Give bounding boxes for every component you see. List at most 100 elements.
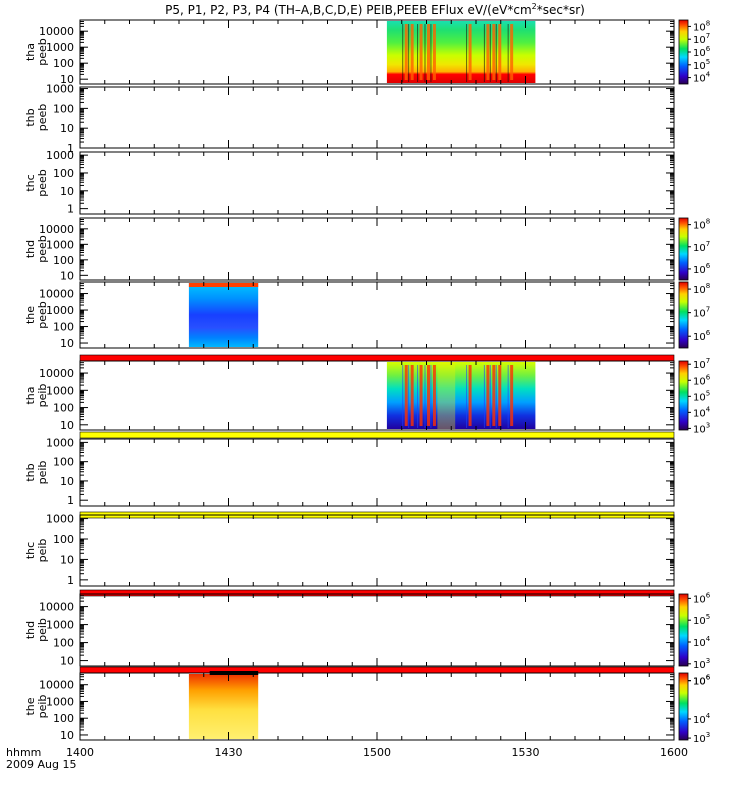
panel-frame-thb-peeb bbox=[79, 86, 675, 149]
colorbar-label-the-peib-2: 104 bbox=[693, 712, 711, 726]
spike-tha-peib-4 bbox=[432, 365, 436, 426]
ytick-label-the-peib-1: 1000 bbox=[46, 695, 74, 708]
ytick-label-thb-peib-2: 10 bbox=[60, 475, 74, 488]
ylabel-line-thc-peeb-1: peeb bbox=[36, 169, 49, 197]
colorbar-label-the-peib-1: 106 bbox=[693, 674, 711, 688]
colorbar-exponent: 6 bbox=[706, 262, 711, 270]
spike-tha-peeb-9 bbox=[510, 24, 514, 80]
data-block-the-peeb bbox=[188, 283, 259, 347]
ylabel-line-thb-peeb-0: thb bbox=[24, 108, 37, 126]
colorbar-mantissa: 10 bbox=[693, 715, 706, 726]
colorbar-label-the-peeb-2: 106 bbox=[693, 329, 711, 343]
colorbar-label-tha-peib-1: 106 bbox=[693, 373, 711, 387]
ylabel-line-thb-peib-0: thb bbox=[24, 463, 37, 481]
colorbar-exponent: 8 bbox=[706, 218, 710, 226]
colorbar-exponent: 6 bbox=[706, 591, 711, 599]
colorbar-label-thd-peib-0: 106 bbox=[693, 591, 711, 605]
panel-thb-peib: 1000 100 10 1 thbpeib bbox=[24, 436, 675, 519]
ylabel-tha-peeb: thapeeb bbox=[24, 38, 49, 66]
colorbar-mantissa: 10 bbox=[693, 677, 706, 688]
ylabel-line-thd-peib-1: peib bbox=[36, 618, 49, 642]
ytick-label-thc-peib-2: 10 bbox=[60, 553, 74, 566]
ytick-label-the-peeb-3: 10 bbox=[60, 337, 74, 350]
colorbar-mantissa: 10 bbox=[693, 74, 706, 85]
spike-tha-peib-2 bbox=[419, 365, 423, 426]
ylabel-line-thd-peeb-1: peeb bbox=[36, 235, 49, 263]
ytick-label-the-peib-0: 10000 bbox=[39, 679, 74, 692]
spike-tha-peeb-1 bbox=[410, 24, 414, 80]
ytick-label-thb-peib-3: 1 bbox=[67, 494, 74, 507]
ylabel-line-tha-peib-1: peib bbox=[36, 384, 49, 408]
panel-thc-peib: 1000 100 10 1 thcpeib bbox=[24, 513, 675, 597]
colorbar-exponent: 3 bbox=[706, 421, 710, 429]
status-bar-the-peeb bbox=[79, 354, 675, 362]
spike-tha-peib-6 bbox=[486, 365, 490, 426]
ytick-label-the-peeb-2: 100 bbox=[53, 321, 74, 334]
colorbar-mantissa: 10 bbox=[693, 677, 706, 688]
status-bar-tha-peib bbox=[79, 431, 675, 439]
ylabel-line-thc-peib-1: peib bbox=[36, 539, 49, 563]
colorbar-label-thd-peib-3: 103 bbox=[693, 657, 710, 671]
ylabel-line-thc-peeb-0: thc bbox=[24, 174, 37, 191]
ylabel-line-the-peeb-0: the bbox=[24, 306, 37, 324]
ytick-label-thc-peeb-0: 1000 bbox=[46, 149, 74, 162]
colorbar-mantissa: 10 bbox=[693, 332, 706, 343]
ytick-label-thc-peeb-3: 1 bbox=[67, 203, 74, 216]
colorbar-exponent: 5 bbox=[706, 58, 710, 66]
panel-thc-peeb: 1000 100 10 1 thcpeeb bbox=[24, 149, 675, 216]
spike-tha-peeb-7 bbox=[492, 24, 496, 80]
colorbar-exponent: 3 bbox=[706, 731, 710, 739]
xtick-label-2: 1500 bbox=[363, 746, 391, 759]
colorbar-exponent: 6 bbox=[706, 674, 711, 682]
spike-tha-peeb-5 bbox=[468, 24, 472, 80]
colorbar-mantissa: 10 bbox=[693, 243, 706, 254]
ytick-label-tha-peeb-2: 100 bbox=[53, 57, 74, 70]
spike-tha-peib-9 bbox=[510, 365, 514, 426]
colorbar-exponent: 4 bbox=[706, 635, 711, 643]
panel-frame-tha-peeb bbox=[79, 19, 675, 85]
colorbar-exponent: 6 bbox=[706, 373, 711, 381]
colorbar-label-thd-peib-1: 105 bbox=[693, 613, 710, 627]
colorbar-mantissa: 10 bbox=[693, 22, 706, 33]
top-band-the-peeb bbox=[188, 283, 259, 287]
colorbar-the-peib bbox=[678, 672, 689, 741]
ytick-label-thb-peeb-1: 100 bbox=[53, 102, 74, 115]
colorbar-label-thd-peeb-1: 107 bbox=[693, 240, 710, 254]
ylabel-line-the-peib-0: the bbox=[24, 697, 37, 715]
status-bar-thd-peib bbox=[79, 666, 675, 674]
colorbar-mantissa: 10 bbox=[693, 309, 706, 320]
colorbar-mantissa: 10 bbox=[693, 424, 706, 435]
ylabel-the-peib: thepeib bbox=[24, 695, 49, 719]
ylabel-line-tha-peeb-1: peeb bbox=[36, 38, 49, 66]
title-end: *sec*sr) bbox=[537, 3, 585, 17]
ytick-label-thb-peeb-2: 10 bbox=[60, 122, 74, 135]
colorbar-exponent: 7 bbox=[706, 306, 710, 314]
ylabel-line-thd-peeb-0: thd bbox=[24, 240, 37, 258]
colorbar-exponent: 4 bbox=[706, 405, 711, 413]
colorbar-label-thd-peib-2: 104 bbox=[693, 635, 711, 649]
panel-frame-thd-peib bbox=[79, 593, 675, 667]
colorbar-mantissa: 10 bbox=[693, 392, 706, 403]
colorbar-mantissa: 10 bbox=[693, 35, 706, 46]
ytick-label-thc-peib-1: 100 bbox=[53, 533, 74, 546]
ytick-label-thb-peeb-3: 1 bbox=[67, 142, 74, 155]
ytick-label-thd-peeb-0: 10000 bbox=[39, 223, 74, 236]
colorbar-label-the-peeb-0: 108 bbox=[693, 282, 710, 296]
colorbar-mantissa: 10 bbox=[693, 265, 706, 276]
colorbar-label-the-peeb-1: 107 bbox=[693, 306, 710, 320]
ylabel-thc-peeb: thcpeeb bbox=[24, 169, 49, 197]
ytick-label-thc-peeb-2: 10 bbox=[60, 185, 74, 198]
xtick-label-4: 1600 bbox=[660, 746, 688, 759]
colorbar-exponent: 7 bbox=[706, 32, 710, 40]
spike-tha-peib-1 bbox=[410, 365, 414, 426]
ytick-label-thb-peib-1: 100 bbox=[53, 456, 74, 469]
panel-frame-the-peib bbox=[79, 672, 675, 741]
colorbar-tha-peeb bbox=[678, 19, 689, 85]
colorbar-mantissa: 10 bbox=[693, 638, 706, 649]
ytick-label-thb-peib-0: 1000 bbox=[46, 436, 74, 449]
colorbar-label-tha-peib-3: 104 bbox=[693, 405, 711, 419]
colorbar-label-tha-peeb-2: 106 bbox=[693, 45, 711, 59]
spike-tha-peib-3 bbox=[426, 365, 430, 426]
